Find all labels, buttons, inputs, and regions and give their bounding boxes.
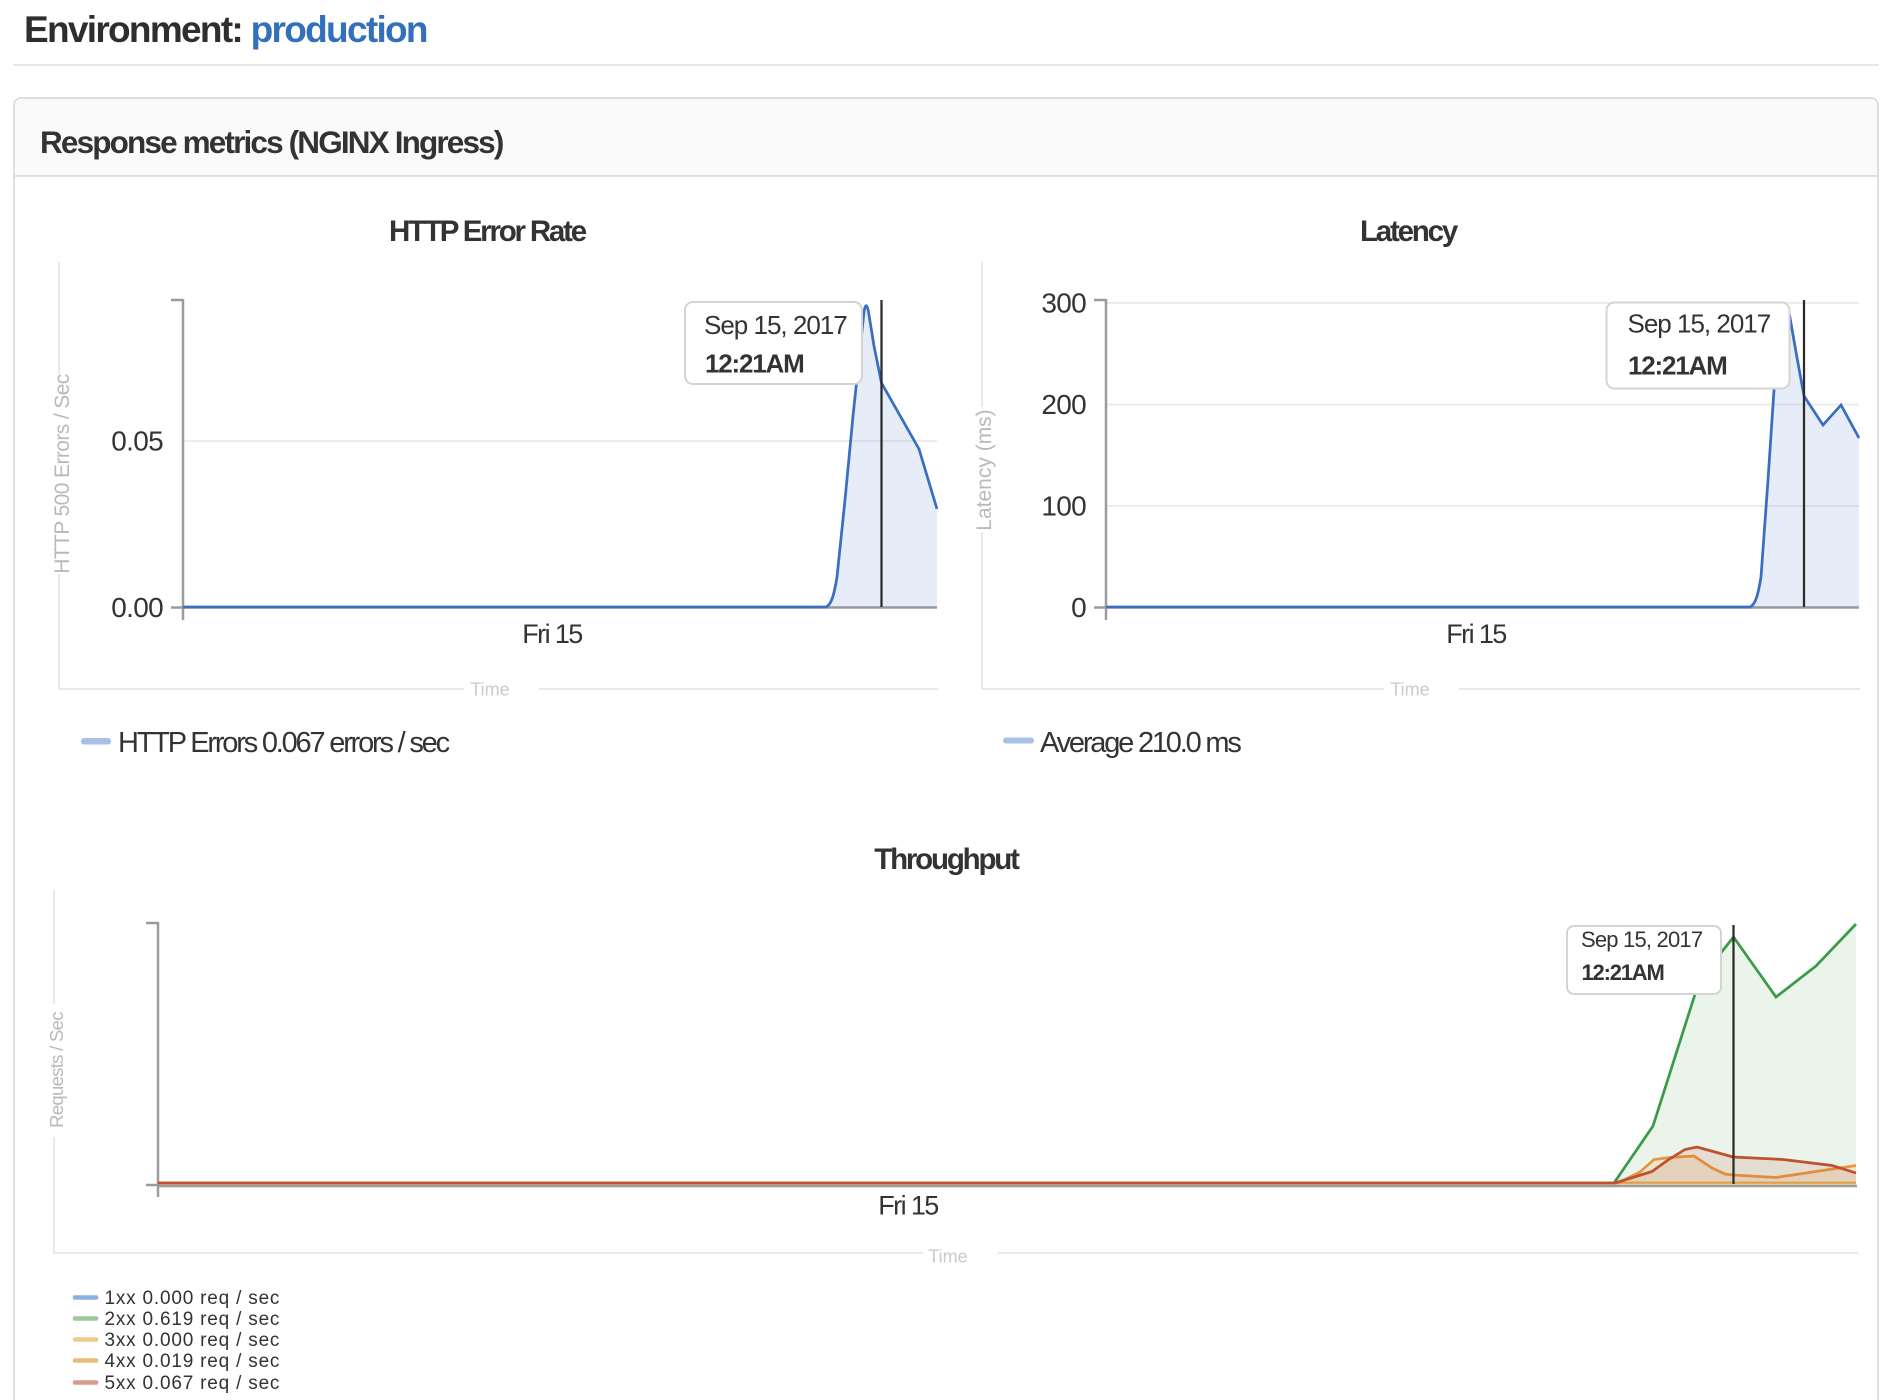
- svg-text:1xx 0.000 req / sec: 1xx 0.000 req / sec: [105, 1288, 281, 1309]
- svg-text:Sep 15, 2017: Sep 15, 2017: [1581, 927, 1703, 952]
- svg-text:300: 300: [1041, 288, 1086, 319]
- svg-text:100: 100: [1041, 491, 1086, 522]
- svg-text:HTTP 500 Errors / Sec: HTTP 500 Errors / Sec: [51, 374, 74, 574]
- svg-text:12:21AM: 12:21AM: [1582, 960, 1664, 985]
- svg-text:200: 200: [1041, 389, 1086, 420]
- svg-text:3xx 0.000 req / sec: 3xx 0.000 req / sec: [105, 1330, 281, 1351]
- svg-text:12:21AM: 12:21AM: [705, 349, 804, 379]
- svg-text:HTTP Errors 0.067 errors / sec: HTTP Errors 0.067 errors / sec: [118, 727, 450, 759]
- svg-text:Time: Time: [1390, 680, 1429, 700]
- svg-text:Requests / Sec: Requests / Sec: [46, 1012, 67, 1128]
- svg-text:Fri 15: Fri 15: [522, 619, 582, 649]
- svg-text:HTTP Error Rate: HTTP Error Rate: [389, 215, 587, 248]
- svg-text:Fri 15: Fri 15: [878, 1191, 938, 1221]
- svg-text:0.00: 0.00: [111, 592, 163, 623]
- svg-text:Fri 15: Fri 15: [1446, 619, 1506, 649]
- svg-text:4xx 0.019 req / sec: 4xx 0.019 req / sec: [105, 1351, 281, 1372]
- svg-text:Average 210.0 ms: Average 210.0 ms: [1040, 727, 1241, 759]
- svg-text:Sep 15, 2017: Sep 15, 2017: [704, 310, 847, 340]
- svg-text:2xx 0.619 req / sec: 2xx 0.619 req / sec: [105, 1309, 281, 1330]
- svg-text:0.05: 0.05: [111, 426, 163, 457]
- svg-text:Sep 15, 2017: Sep 15, 2017: [1628, 309, 1771, 339]
- svg-text:Latency: Latency: [1360, 215, 1459, 248]
- svg-text:Time: Time: [928, 1247, 967, 1267]
- svg-text:12:21AM: 12:21AM: [1628, 351, 1727, 381]
- svg-text:Throughput: Throughput: [874, 843, 1020, 876]
- svg-text:5xx 0.067 req / sec: 5xx 0.067 req / sec: [105, 1373, 281, 1394]
- svg-text:0: 0: [1071, 592, 1086, 623]
- svg-text:Latency (ms): Latency (ms): [973, 409, 996, 530]
- svg-text:Time: Time: [470, 680, 509, 700]
